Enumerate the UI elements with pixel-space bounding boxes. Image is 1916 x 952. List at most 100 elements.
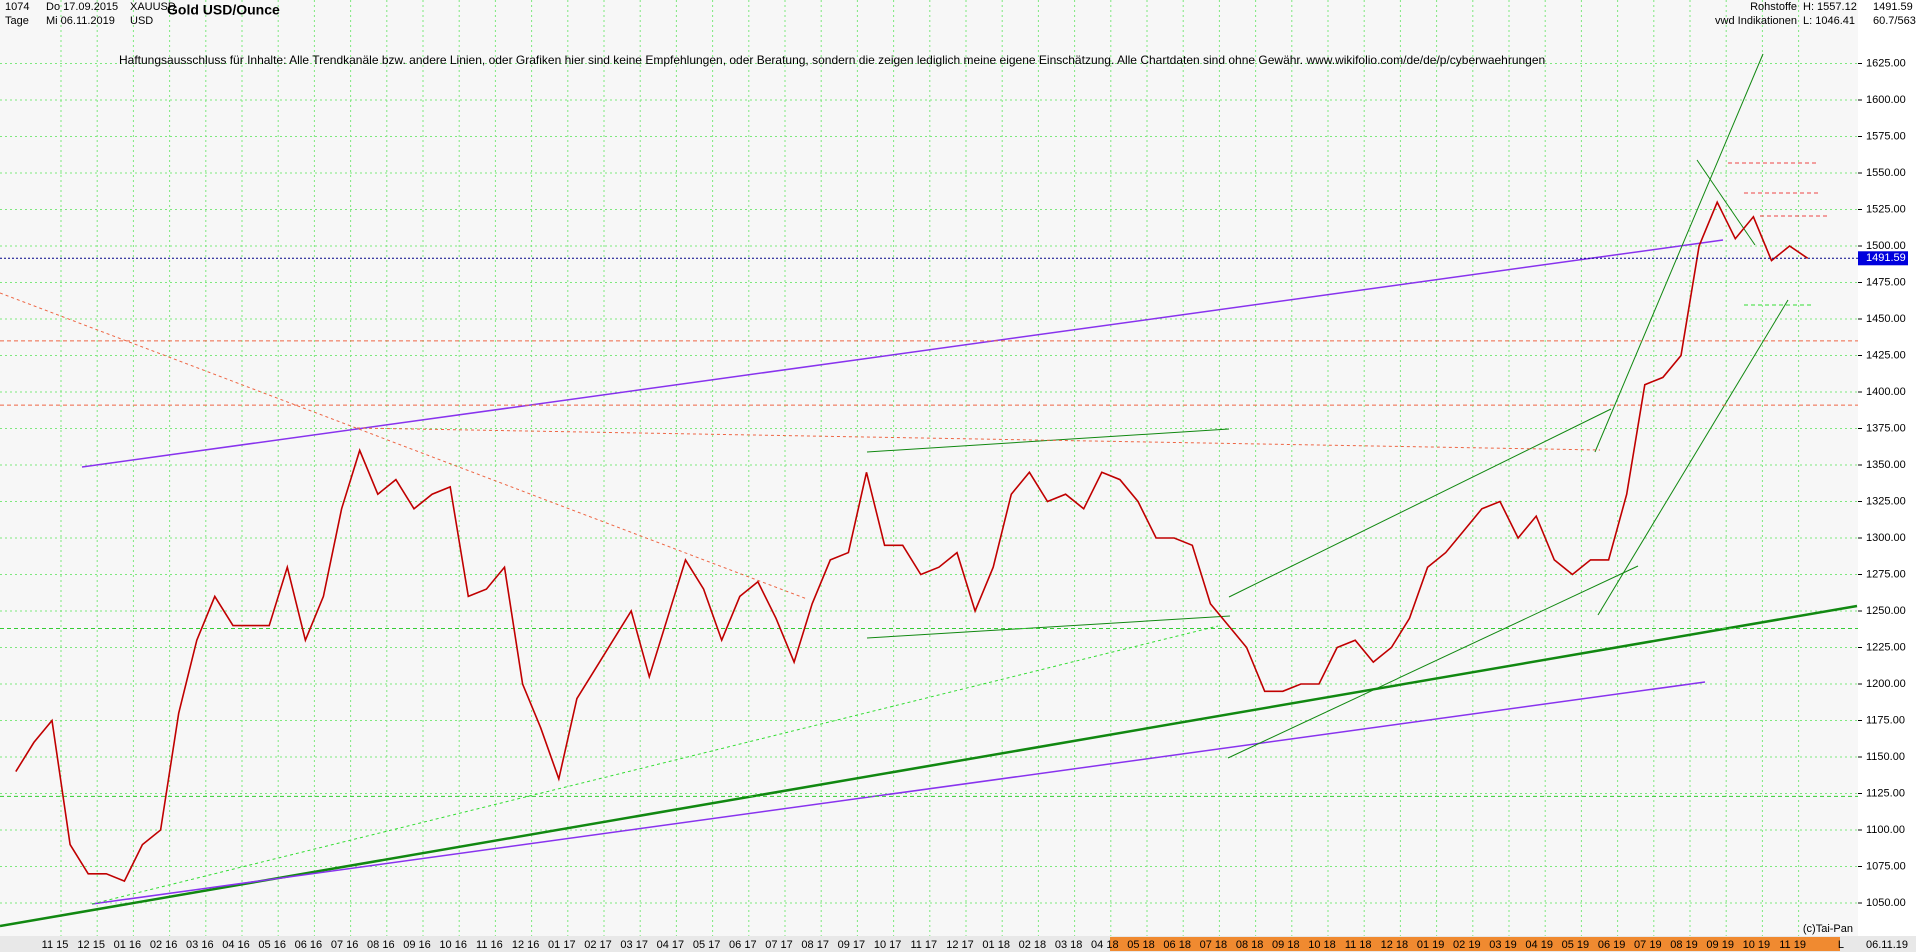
x-tick-label: 11 19	[1779, 939, 1806, 951]
y-tick-label: 1625.00	[1866, 57, 1906, 69]
header-low: L: 1046.41	[1803, 15, 1855, 27]
price-line	[15, 200, 1809, 883]
y-tick-label: 1350.00	[1866, 459, 1906, 471]
trendline	[1597, 299, 1789, 616]
y-tick-label: 1250.00	[1866, 605, 1906, 617]
x-tick-label: 09 18	[1272, 939, 1300, 951]
header-bars: 1074	[5, 1, 29, 13]
trendline	[1227, 565, 1639, 759]
x-tick-label: 06 19	[1598, 939, 1626, 951]
header-high: H: 1557.12	[1803, 1, 1857, 13]
y-tick-label: 1100.00	[1866, 824, 1905, 836]
trendline	[0, 604, 1858, 928]
header-group: Rohstoffe	[1750, 1, 1797, 13]
header-currency: USD	[130, 15, 153, 27]
x-tick-label: 05 16	[258, 939, 286, 951]
x-tick-label: 07 17	[765, 939, 793, 951]
y-tick-label: 1375.00	[1866, 422, 1906, 434]
header-extra: 60.7/563.5	[1873, 15, 1916, 27]
x-tick-label: 02 19	[1453, 939, 1481, 951]
x-tick-label: 01 18	[982, 939, 1010, 951]
trendline	[91, 625, 1219, 905]
y-tick-label: 1050.00	[1866, 897, 1906, 909]
x-tick-label: 07 19	[1634, 939, 1662, 951]
y-tick-label: 1475.00	[1866, 276, 1906, 288]
x-tick-label: 03 17	[620, 939, 648, 951]
y-tick-label: 1500.00	[1866, 240, 1906, 252]
header-to: Mi 06.11.2019	[46, 15, 115, 27]
axis-highlight	[1110, 937, 1840, 951]
y-tick-label: 1325.00	[1866, 495, 1906, 507]
trendlines	[0, 53, 1858, 928]
x-tick-label: 11 15	[42, 939, 69, 951]
x-tick-label: 03 18	[1055, 939, 1083, 951]
footer-scale: L	[1838, 939, 1844, 951]
last-price-box	[1858, 251, 1908, 266]
y-tick-label: 1175.00	[1866, 714, 1905, 726]
header-last: 1491.59	[1873, 1, 1913, 13]
x-tick-label: 12 16	[512, 939, 540, 951]
x-tick-label: 08 19	[1670, 939, 1698, 951]
x-tick-label: 01 16	[114, 939, 142, 951]
y-tick-label: 1400.00	[1866, 386, 1906, 398]
y-tick-label: 1550.00	[1866, 167, 1906, 179]
x-tick-label: 04 19	[1525, 939, 1553, 951]
header-from: Do 17.09.2015	[46, 1, 118, 13]
chart-title: Gold USD/Ounce	[167, 2, 280, 18]
y-tick-label: 1275.00	[1866, 568, 1906, 580]
x-tick-label: 11 16	[476, 939, 503, 951]
trendline	[866, 615, 1231, 639]
x-tick-label: 03 19	[1489, 939, 1517, 951]
x-tick-label: 08 18	[1236, 939, 1264, 951]
x-tick-label: 07 18	[1200, 939, 1228, 951]
x-tick-label: 10 19	[1743, 939, 1771, 951]
price-axis	[1858, 0, 1916, 952]
x-tick-label: 06 18	[1163, 939, 1191, 951]
header-source: vwd Indikationen	[1715, 15, 1797, 27]
trendline	[1696, 159, 1756, 246]
x-tick-label: 07 16	[331, 939, 359, 951]
x-tick-label: 05 17	[693, 939, 721, 951]
x-tick-label: 08 17	[801, 939, 829, 951]
x-tick-label: 09 17	[838, 939, 866, 951]
y-tick-label: 1200.00	[1866, 678, 1906, 690]
grid	[0, 0, 1858, 936]
last-price-label: 1491.59	[1866, 252, 1906, 264]
y-tick-label: 1300.00	[1866, 532, 1906, 544]
x-tick-label: 10 16	[439, 939, 467, 951]
trendline	[81, 239, 1724, 468]
x-tick-label: 09 19	[1706, 939, 1734, 951]
x-tick-label: 01 19	[1417, 939, 1445, 951]
x-tick-label: 12 17	[946, 939, 974, 951]
y-tick-label: 1225.00	[1866, 641, 1906, 653]
x-tick-label: 10 18	[1308, 939, 1336, 951]
copyright: (c)Tai-Pan	[1803, 923, 1853, 935]
y-tick-label: 1425.00	[1866, 349, 1906, 361]
y-tick-label: 1600.00	[1866, 94, 1906, 106]
x-tick-label: 10 17	[874, 939, 902, 951]
trendline	[1594, 53, 1764, 453]
x-tick-label: 11 17	[910, 939, 937, 951]
x-tick-label: 08 16	[367, 939, 395, 951]
x-tick-label: 06 16	[295, 939, 323, 951]
header-period: Tage	[5, 15, 29, 27]
y-tick-label: 1150.00	[1866, 751, 1905, 763]
x-tick-label: 02 17	[584, 939, 612, 951]
x-tick-label: 06 17	[729, 939, 757, 951]
plot-area	[0, 0, 1858, 936]
x-tick-label: 02 16	[150, 939, 178, 951]
y-tick-label: 1125.00	[1866, 787, 1905, 799]
x-tick-label: 03 16	[186, 939, 214, 951]
x-tick-label: 04 16	[222, 939, 250, 951]
x-tick-label: 09 16	[403, 939, 431, 951]
footer-date: 06.11.19	[1866, 939, 1908, 951]
disclaimer: Haftungsausschluss für Inhalte: Alle Tre…	[119, 53, 1545, 67]
x-tick-label: 05 18	[1127, 939, 1155, 951]
header-symbol: XAUUSD	[130, 1, 176, 13]
trendline	[1228, 408, 1612, 598]
x-tick-label: 12 15	[77, 939, 105, 951]
x-tick-label: 11 18	[1345, 939, 1372, 951]
y-tick-label: 1075.00	[1866, 860, 1906, 872]
x-tick-label: 04 17	[657, 939, 685, 951]
